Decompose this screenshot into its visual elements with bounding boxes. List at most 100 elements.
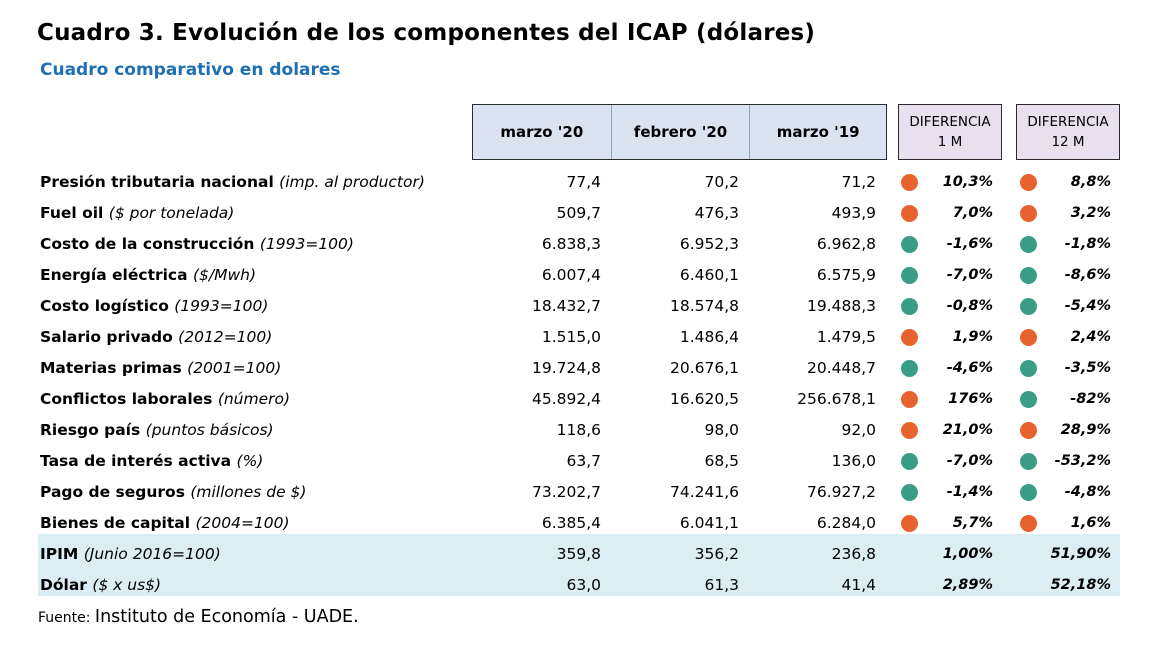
trend-dot-1m bbox=[901, 422, 918, 439]
trend-dot-1m bbox=[901, 360, 918, 377]
value-marzo-19: 493,9 bbox=[831, 204, 876, 222]
row-name: Dólar bbox=[40, 576, 87, 594]
row-name: Energía eléctrica bbox=[40, 266, 188, 284]
diff-12m: -5,4% bbox=[1064, 298, 1111, 314]
value-marzo-19: 41,4 bbox=[841, 576, 876, 594]
trend-dot-12m bbox=[1020, 360, 1037, 377]
row-unit: ($ x us$) bbox=[92, 576, 162, 594]
value-marzo-19: 6.962,8 bbox=[816, 235, 876, 253]
value-febrero-20: 70,2 bbox=[704, 173, 739, 191]
row-unit: (1993=100) bbox=[174, 297, 269, 315]
trend-dot-1m bbox=[901, 236, 918, 253]
trend-dot-12m bbox=[1020, 453, 1037, 470]
diff-1m: 21,0% bbox=[942, 422, 993, 438]
row-name: Bienes de capital bbox=[40, 514, 191, 532]
table-row: Bienes de capital (2004=100) 6.385,4 6.041… bbox=[0, 508, 1149, 539]
value-marzo-20: 6.007,4 bbox=[541, 266, 601, 284]
value-marzo-19: 6.575,9 bbox=[816, 266, 876, 284]
diff-12m: -82% bbox=[1070, 391, 1111, 407]
trend-dot-1m bbox=[901, 267, 918, 284]
value-febrero-20: 476,3 bbox=[694, 204, 739, 222]
value-febrero-20: 98,0 bbox=[704, 421, 739, 439]
diff-1m: 7,0% bbox=[952, 205, 993, 221]
diff-12m: 52,18% bbox=[1050, 577, 1111, 593]
row-name: IPIM bbox=[40, 545, 79, 563]
table-row: Energía eléctrica ($/Mwh) 6.007,4 6.460,1 6… bbox=[0, 260, 1149, 291]
trend-dot-12m bbox=[1020, 205, 1037, 222]
row-label: IPIM (Junio 2016=100) bbox=[40, 539, 221, 570]
value-marzo-19: 236,8 bbox=[831, 545, 876, 563]
trend-dot-12m bbox=[1020, 267, 1037, 284]
diff-1m: 1,00% bbox=[942, 546, 993, 562]
trend-dot-12m bbox=[1020, 422, 1037, 439]
diff-1m: -4,6% bbox=[946, 360, 993, 376]
value-febrero-20: 6.460,1 bbox=[679, 266, 739, 284]
diff-12m: 8,8% bbox=[1070, 174, 1111, 190]
diff-1m: -7,0% bbox=[946, 453, 993, 469]
trend-dot-1m bbox=[901, 205, 918, 222]
table-row: Tasa de interés activa (%) 63,7 68,5 136,0 -… bbox=[0, 446, 1149, 477]
value-febrero-20: 6.952,3 bbox=[679, 235, 739, 253]
diff-1m: 10,3% bbox=[942, 174, 993, 190]
value-marzo-20: 63,0 bbox=[566, 576, 601, 594]
trend-dot-12m bbox=[1020, 484, 1037, 501]
header-diferencia-12m-line2: 12 M bbox=[1051, 134, 1085, 150]
header-marzo-20: marzo '20 bbox=[473, 105, 612, 159]
diff-1m: 5,7% bbox=[952, 515, 993, 531]
diff-12m: -53,2% bbox=[1054, 453, 1111, 469]
diff-12m: 2,4% bbox=[1070, 329, 1111, 345]
row-name: Costo de la construcción bbox=[40, 235, 255, 253]
trend-dot-1m bbox=[901, 515, 918, 532]
value-febrero-20: 74.241,6 bbox=[669, 483, 739, 501]
row-label: Bienes de capital (2004=100) bbox=[40, 508, 290, 539]
column-headers: marzo '20 febrero '20 marzo '19 bbox=[472, 104, 887, 160]
diff-12m: -8,6% bbox=[1064, 267, 1111, 283]
diff-1m: 176% bbox=[948, 391, 993, 407]
header-diferencia-1m: DIFERENCIA 1 M bbox=[898, 104, 1002, 160]
row-unit: ($ por tonelada) bbox=[108, 204, 235, 222]
diff-12m: -4,8% bbox=[1064, 484, 1111, 500]
table-row: Fuel oil ($ por tonelada) 509,7 476,3 493,9… bbox=[0, 198, 1149, 229]
diff-1m: -1,4% bbox=[946, 484, 993, 500]
row-label: Riesgo país (puntos básicos) bbox=[40, 415, 274, 446]
row-label: Conflictos laborales (número) bbox=[40, 384, 290, 415]
diff-1m: 2,89% bbox=[942, 577, 993, 593]
row-label: Salario privado (2012=100) bbox=[40, 322, 272, 353]
value-marzo-20: 118,6 bbox=[556, 421, 601, 439]
row-name: Costo logístico bbox=[40, 297, 169, 315]
value-febrero-20: 1.486,4 bbox=[679, 328, 739, 346]
row-name: Presión tributaria nacional bbox=[40, 173, 274, 191]
row-unit: ($/Mwh) bbox=[193, 266, 257, 284]
value-marzo-20: 6.838,3 bbox=[541, 235, 601, 253]
diff-12m: -1,8% bbox=[1064, 236, 1111, 252]
row-name: Riesgo país bbox=[40, 421, 141, 439]
row-label: Tasa de interés activa (%) bbox=[40, 446, 263, 477]
source-note: Fuente: Instituto de Economía - UADE. bbox=[38, 607, 359, 627]
trend-dot-12m bbox=[1020, 174, 1037, 191]
trend-dot-1m bbox=[901, 484, 918, 501]
row-unit: (2004=100) bbox=[195, 514, 290, 532]
value-marzo-20: 45.892,4 bbox=[531, 390, 601, 408]
row-label: Fuel oil ($ por tonelada) bbox=[40, 198, 234, 229]
row-unit: (imp. al productor) bbox=[279, 173, 425, 191]
header-marzo-19: marzo '19 bbox=[776, 123, 860, 141]
row-unit: (1993=100) bbox=[259, 235, 354, 253]
row-unit: (número) bbox=[217, 390, 291, 408]
header-diferencia-12m: DIFERENCIA 12 M bbox=[1016, 104, 1120, 160]
trend-dot-1m bbox=[901, 298, 918, 315]
value-marzo-19: 71,2 bbox=[841, 173, 876, 191]
table-row: IPIM (Junio 2016=100) 359,8 356,2 236,8 1,00… bbox=[0, 539, 1149, 570]
value-marzo-20: 1.515,0 bbox=[541, 328, 601, 346]
table-row: Salario privado (2012=100) 1.515,0 1.486,4… bbox=[0, 322, 1149, 353]
trend-dot-1m bbox=[901, 391, 918, 408]
row-name: Tasa de interés activa bbox=[40, 452, 232, 470]
value-marzo-20: 63,7 bbox=[566, 452, 601, 470]
highlight-band-dolar bbox=[38, 565, 1120, 596]
table-row: Materias primas (2001=100) 19.724,8 20.676… bbox=[0, 353, 1149, 384]
table-row: Dólar ($ x us$) 63,0 61,3 41,4 2,89% 52,18% bbox=[0, 570, 1149, 601]
value-marzo-20: 18.432,7 bbox=[531, 297, 601, 315]
trend-dot-12m bbox=[1020, 515, 1037, 532]
diff-1m: 1,9% bbox=[952, 329, 993, 345]
row-unit: (%) bbox=[236, 452, 264, 470]
value-marzo-20: 73.202,7 bbox=[531, 483, 601, 501]
